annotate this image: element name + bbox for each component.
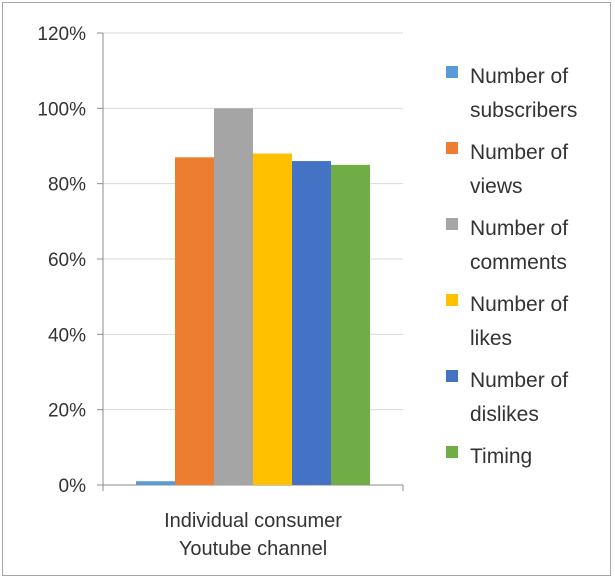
legend-label-number-of-dislikes: Number of	[470, 369, 568, 392]
legend-label-number-of-likes: Number of	[470, 293, 568, 316]
legend-label-number-of-subscribers: subscribers	[470, 99, 577, 122]
legend-label-number-of-comments: Number of	[470, 217, 568, 240]
legend-label-number-of-views: views	[470, 175, 523, 198]
y-tick-label: 80%	[48, 175, 86, 196]
legend-swatch-number-of-views	[446, 142, 458, 154]
bar-timing	[331, 164, 370, 486]
legend-label-number-of-likes: likes	[470, 327, 512, 350]
bar-number-of-views	[175, 157, 214, 486]
y-tick-label: 120%	[37, 24, 86, 45]
bar-number-of-likes	[253, 153, 292, 486]
y-tick-label: 0%	[59, 476, 87, 497]
legend-label-number-of-subscribers: Number of	[470, 65, 568, 88]
legend-label-number-of-dislikes: dislikes	[470, 403, 539, 426]
legend-label-number-of-comments: comments	[470, 251, 567, 274]
y-tick-label: 40%	[48, 325, 86, 346]
y-tick-label: 100%	[37, 99, 86, 120]
y-tick-label: 20%	[48, 401, 86, 422]
bar-number-of-dislikes	[292, 161, 331, 486]
legend-label-timing: Timing	[470, 445, 532, 468]
x-category-label: Individual consumer	[164, 510, 342, 532]
legend-swatch-number-of-subscribers	[446, 66, 458, 78]
bar-number-of-comments	[214, 108, 253, 485]
legend-swatch-timing	[446, 446, 458, 458]
x-category-label: Youtube channel	[179, 538, 327, 560]
legend-label-number-of-views: Number of	[470, 141, 568, 164]
legend-swatch-number-of-likes	[446, 294, 458, 306]
legend-swatch-number-of-comments	[446, 218, 458, 230]
legend-swatch-number-of-dislikes	[446, 370, 458, 382]
bar-number-of-subscribers	[136, 481, 175, 485]
y-tick-label: 60%	[48, 250, 86, 271]
